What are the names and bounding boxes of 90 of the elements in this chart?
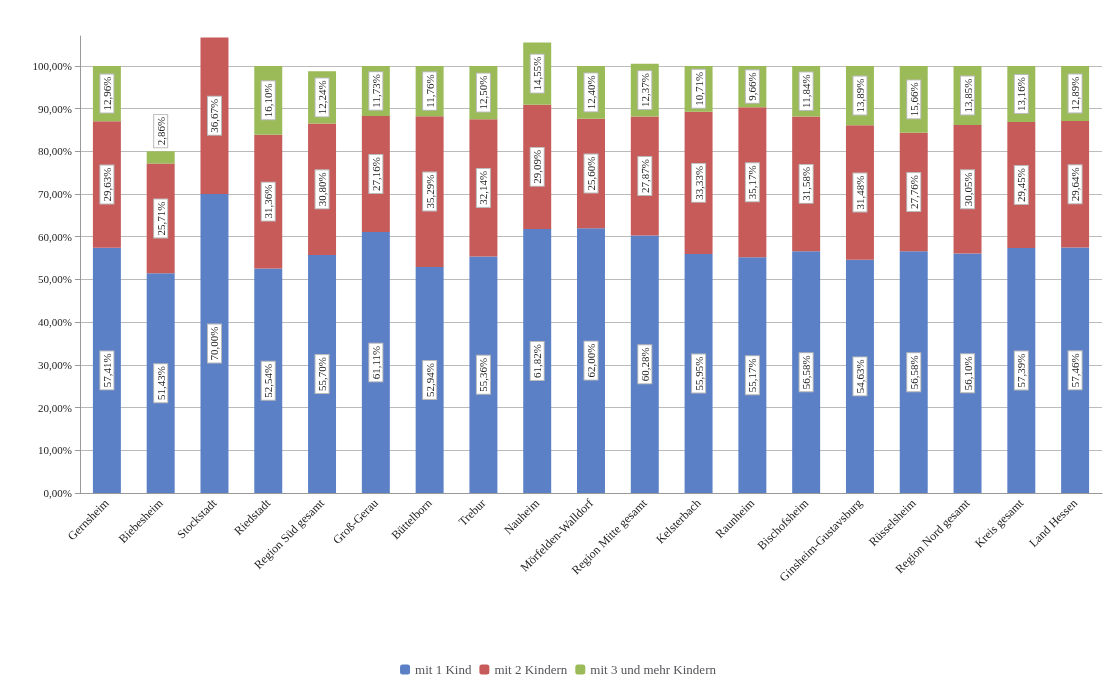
data-label: 61,11%: [369, 345, 382, 380]
data-label: 29,45%: [1015, 168, 1028, 202]
y-tick-label: 80,00%: [38, 145, 72, 158]
data-label: 29,63%: [100, 167, 113, 202]
data-label: 62,00%: [585, 343, 597, 378]
data-label: 12,37%: [638, 73, 651, 108]
y-tick-label: 20,00%: [38, 401, 72, 414]
data-label: 36,67%: [208, 98, 221, 133]
data-label: 33,33%: [692, 165, 705, 200]
data-label: 15,66%: [907, 82, 920, 117]
y-tick-label: 50,00%: [38, 273, 72, 286]
data-label: 2,86%: [154, 116, 167, 146]
data-label: 14,55%: [531, 56, 544, 91]
data-label: 57,41%: [100, 353, 113, 388]
data-label: 54,63%: [853, 359, 866, 394]
data-label: 57,39%: [1015, 353, 1028, 388]
data-label: 30,80%: [316, 172, 329, 207]
data-label: 13,16%: [1015, 77, 1028, 111]
data-label: 30,05%: [961, 172, 974, 207]
y-tick-label: 90,00%: [38, 102, 72, 115]
data-label: 55,17%: [746, 358, 759, 393]
data-label: 9,66%: [746, 72, 759, 101]
data-label: 56,10%: [961, 356, 974, 391]
y-tick-label: 0,00%: [43, 487, 72, 499]
data-label: 25,60%: [585, 156, 597, 191]
y-tick-label: 40,00%: [38, 316, 72, 329]
data-label: 12,89%: [1069, 76, 1082, 111]
data-label: 70,00%: [208, 326, 221, 361]
data-label: 16,10%: [262, 83, 275, 118]
data-label: 12,24%: [316, 80, 329, 115]
legend-label: mit 3 und mehr Kindern: [590, 662, 717, 677]
data-label: 27,87%: [638, 159, 651, 193]
bar: [899, 251, 928, 493]
data-label: 13,89%: [853, 78, 866, 113]
data-label: 60,28%: [638, 347, 651, 382]
data-label: 27,76%: [907, 175, 920, 210]
data-label: 52,94%: [423, 362, 436, 397]
bar: [1061, 247, 1090, 493]
data-label: 55,95%: [692, 356, 705, 391]
data-label: 27,16%: [369, 157, 382, 191]
bar: [146, 151, 175, 164]
data-label: 11,73%: [369, 74, 382, 108]
bar: [200, 194, 229, 493]
data-label: 31,48%: [853, 175, 866, 210]
bar: [146, 273, 175, 493]
bar: [630, 235, 659, 493]
data-label: 35,29%: [423, 174, 436, 209]
y-tick-label: 30,00%: [38, 358, 72, 371]
data-label: 35,17%: [746, 165, 759, 200]
data-label: 57,46%: [1069, 353, 1082, 388]
y-tick-label: 10,00%: [38, 444, 72, 457]
data-label: 31,58%: [800, 166, 813, 201]
data-label: 10,71%: [692, 71, 705, 106]
bar: [361, 232, 390, 493]
bar: [523, 228, 552, 493]
bar: [577, 228, 605, 493]
data-label: 51,43%: [154, 366, 167, 401]
data-label: 29,09%: [531, 149, 544, 184]
data-label: 55,70%: [316, 357, 329, 392]
bar: [92, 247, 121, 493]
data-label: 56,58%: [907, 355, 920, 390]
legend-label: mit 1 Kind: [415, 662, 472, 677]
data-label: 12,40%: [585, 75, 597, 110]
bar: [845, 259, 874, 493]
data-label: 29,64%: [1069, 167, 1082, 202]
data-label: 25,71%: [154, 201, 167, 236]
y-tick-label: 70,00%: [38, 188, 72, 201]
data-label: 12,96%: [100, 76, 113, 111]
data-label: 56,58%: [800, 355, 813, 390]
data-label: 52,54%: [262, 363, 275, 398]
bar: [792, 251, 821, 493]
legend-label: mit 2 Kindern: [494, 662, 568, 677]
bar: [415, 266, 444, 493]
bar: [308, 255, 337, 493]
bar: [684, 254, 713, 493]
bar: [1007, 247, 1036, 493]
data-label: 32,14%: [477, 170, 490, 205]
bar: [953, 253, 982, 493]
data-label: 13,85%: [961, 78, 974, 113]
data-label: 55,36%: [477, 357, 490, 392]
data-label: 61,82%: [531, 344, 544, 378]
y-tick-label: 100,00%: [32, 59, 72, 72]
bar: [469, 256, 498, 493]
data-label: 31,36%: [262, 184, 275, 219]
data-label: 11,76%: [423, 74, 436, 108]
y-tick-label: 60,00%: [38, 230, 72, 243]
data-label: 12,50%: [477, 75, 490, 110]
data-label: 11,84%: [800, 74, 813, 108]
bar: [738, 257, 767, 493]
bar: [254, 268, 283, 493]
